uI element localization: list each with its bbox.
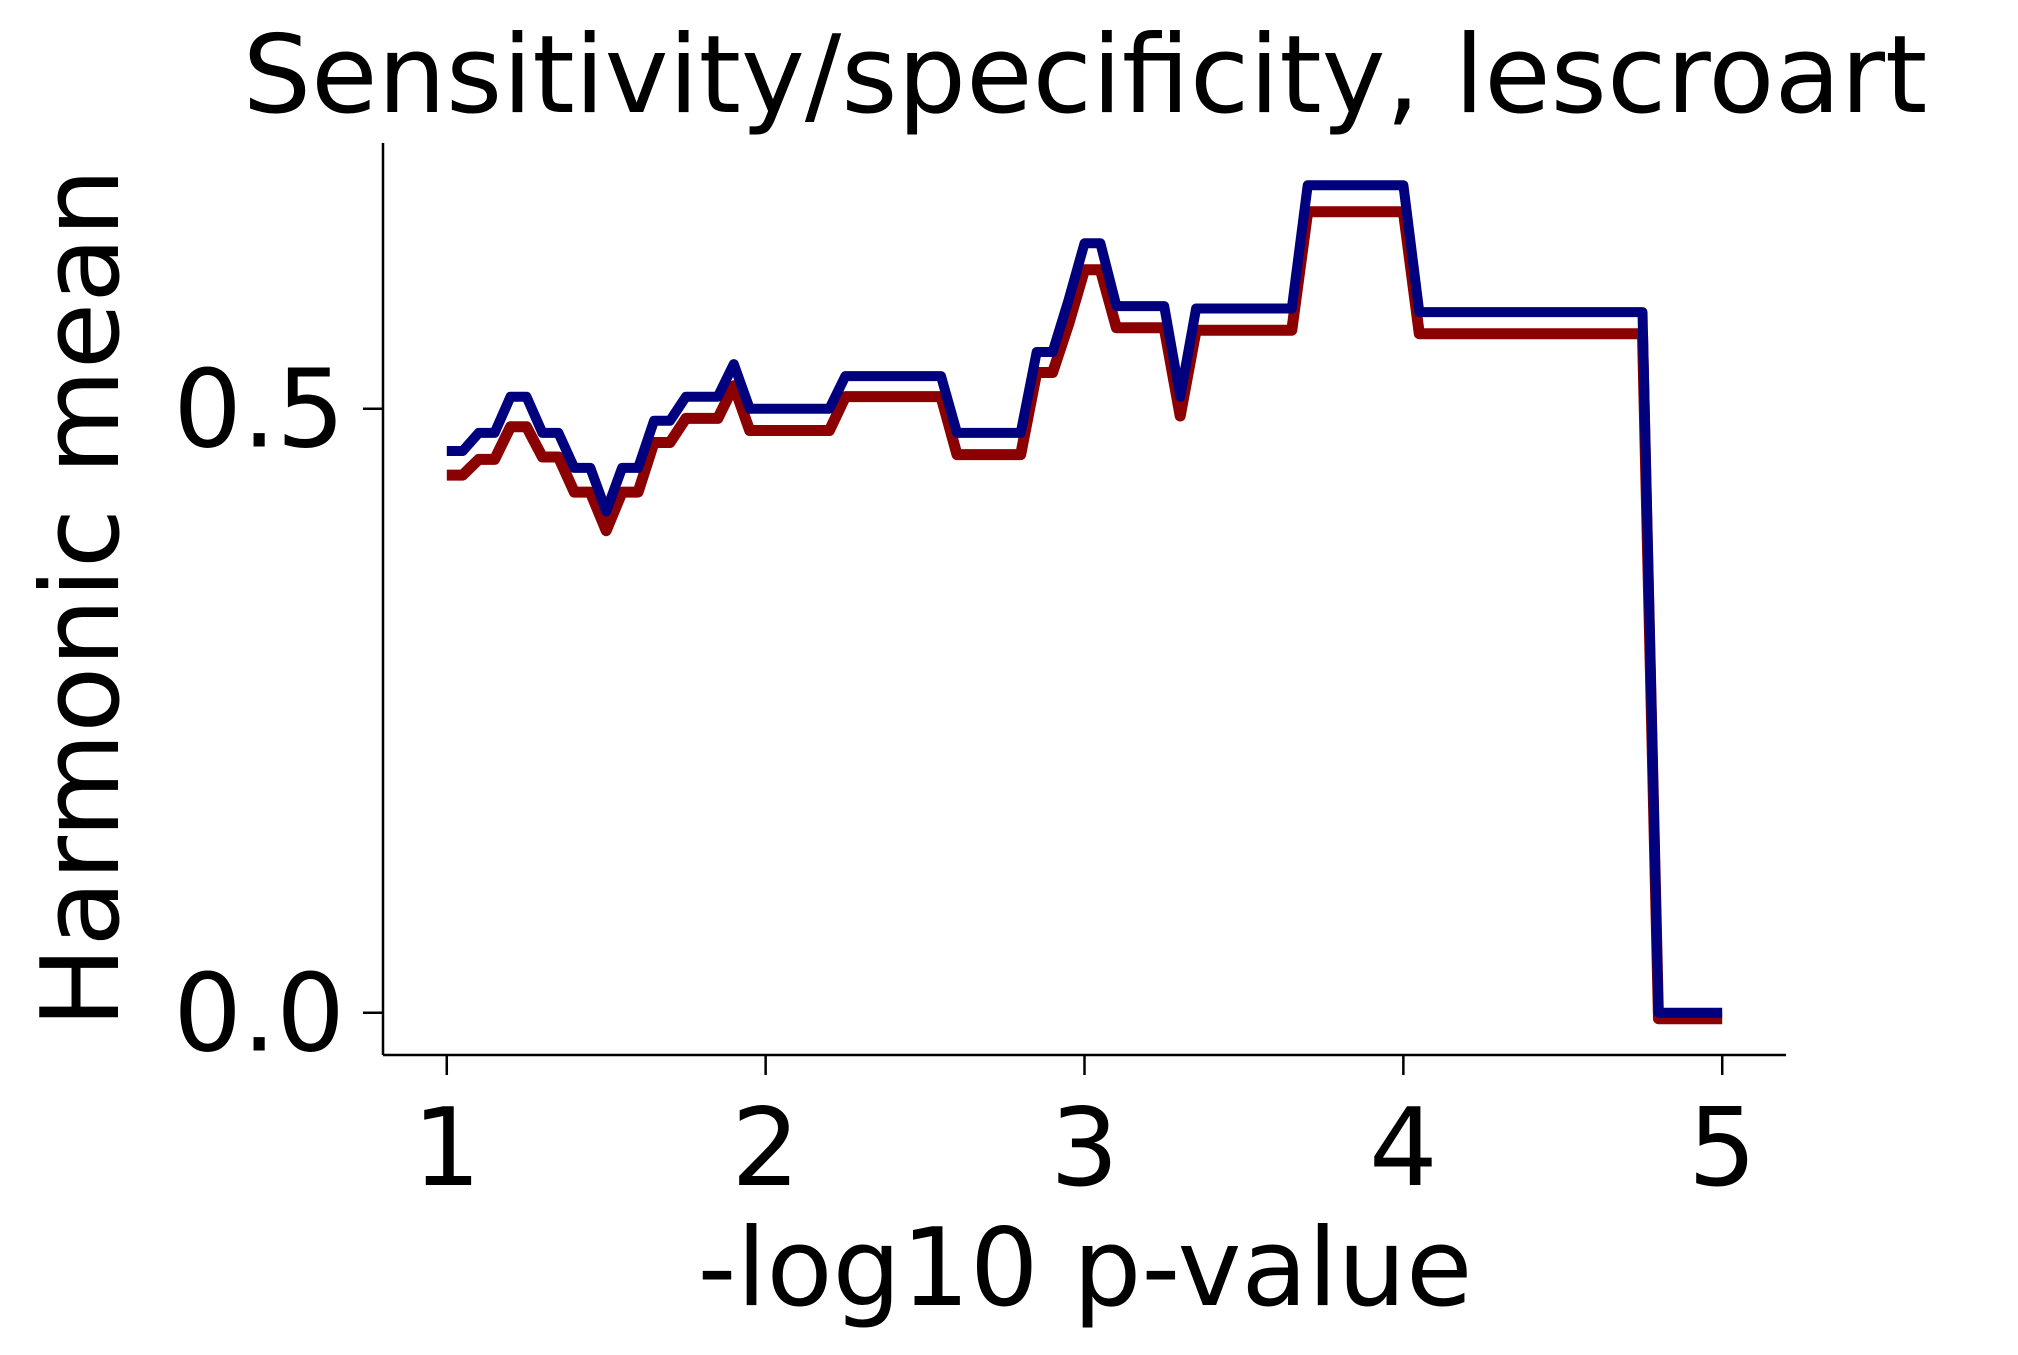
series-layer — [446, 180, 1723, 1025]
y-tick-label: 0.0 — [173, 952, 345, 1077]
x-tick-label: 4 — [1369, 1086, 1438, 1211]
x-tick-label: 5 — [1688, 1086, 1757, 1211]
x-tick-label: 2 — [731, 1086, 800, 1211]
chart-title: Sensitivity/specificity, lescroart — [243, 13, 1928, 138]
y-axis-label: Harmonic mean — [19, 168, 144, 1028]
x-tick-label: 1 — [412, 1086, 481, 1211]
ticks-layer: 1 2 3 4 5 0.0 0.5 — [173, 348, 1756, 1211]
series-line-2 — [446, 180, 1723, 1018]
x-tick-label: 3 — [1050, 1086, 1119, 1211]
y-tick-label: 0.5 — [173, 348, 345, 473]
x-axis-label: -log10 p-value — [698, 1206, 1473, 1331]
series-line-1 — [446, 206, 1723, 1025]
